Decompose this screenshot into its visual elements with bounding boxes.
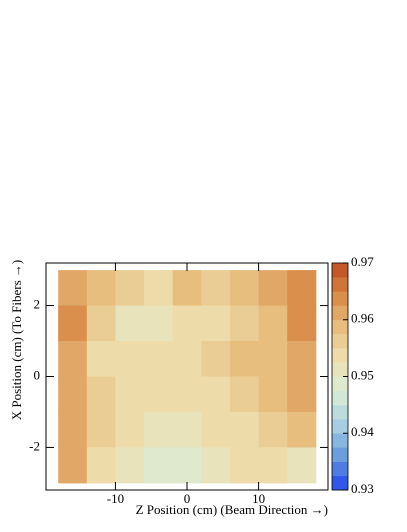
colorbar-band (332, 419, 348, 434)
colorbar-band (332, 319, 348, 335)
cell (86, 270, 116, 307)
cell (201, 376, 231, 413)
cell (115, 447, 145, 484)
cell (229, 341, 260, 377)
y-tick-label: 2 (34, 297, 41, 312)
cell (115, 411, 145, 448)
cell (144, 411, 174, 448)
x-axis-label: Z Position (cm) (Beam Direction →) (136, 502, 328, 517)
cell (58, 447, 88, 484)
colorbar-band (332, 277, 348, 292)
colorbar-band (332, 348, 348, 363)
cell (172, 305, 202, 342)
cell (115, 305, 145, 342)
cell (86, 411, 116, 448)
y-axis-label: X Position (cm) (To Fibers →) (9, 260, 24, 421)
cell (58, 270, 88, 307)
cell (172, 447, 202, 484)
colorbar-band (332, 404, 348, 420)
cell (58, 411, 88, 448)
y-tick-label: -2 (29, 438, 40, 453)
cell (287, 270, 317, 307)
colorbar-tick-label: 0.97 (351, 254, 374, 269)
x-tick-label: 0 (184, 491, 191, 506)
colorbar-band (332, 390, 348, 406)
colorbar-tick-label: 0.94 (351, 424, 374, 439)
colorbar-band (332, 447, 348, 462)
y-tick-label: 0 (34, 367, 41, 382)
cell (287, 447, 317, 484)
cell (229, 411, 260, 448)
cell (258, 305, 288, 342)
colorbar-tick-label: 0.93 (351, 481, 374, 496)
cell (229, 447, 260, 484)
cell (201, 411, 231, 448)
cell (229, 305, 260, 342)
cell (258, 376, 288, 413)
cell (201, 305, 231, 342)
cell (58, 376, 88, 413)
cell (258, 447, 288, 484)
cell (258, 270, 288, 307)
colorbar-band (332, 376, 348, 391)
cell (287, 341, 317, 377)
cell (115, 341, 145, 377)
colorbar-band (332, 433, 348, 448)
colorbar-band (332, 263, 348, 278)
cell (229, 376, 260, 413)
cell (86, 305, 116, 342)
cell (172, 411, 202, 448)
colorbar-band (332, 475, 348, 491)
cell (287, 305, 317, 342)
cell (144, 341, 174, 377)
cell (144, 305, 174, 342)
colorbar-band (332, 362, 348, 377)
cell (115, 376, 145, 413)
colorbar-tick-label: 0.96 (351, 311, 374, 326)
cell (144, 376, 174, 413)
cell (258, 341, 288, 377)
cell (86, 447, 116, 484)
cell (58, 305, 88, 342)
cell (201, 447, 231, 484)
cell (86, 341, 116, 377)
cell (115, 270, 145, 307)
cell (201, 270, 231, 307)
cell (287, 376, 317, 413)
colorbar-band (332, 461, 348, 477)
x-tick-label: 10 (252, 491, 265, 506)
colorbar-band (332, 333, 348, 349)
cell (58, 341, 88, 377)
cell (258, 411, 288, 448)
colorbar-band (332, 291, 348, 306)
cell (287, 411, 317, 448)
cell (201, 341, 231, 377)
colorbar-band (332, 305, 348, 321)
cell (144, 447, 174, 484)
cell (144, 270, 174, 307)
cell (86, 376, 116, 413)
colorbar-tick-label: 0.95 (351, 367, 374, 382)
cell (172, 341, 202, 377)
cell (229, 270, 260, 307)
x-tick-label: -10 (107, 491, 124, 506)
cell (172, 376, 202, 413)
cell (172, 270, 202, 307)
